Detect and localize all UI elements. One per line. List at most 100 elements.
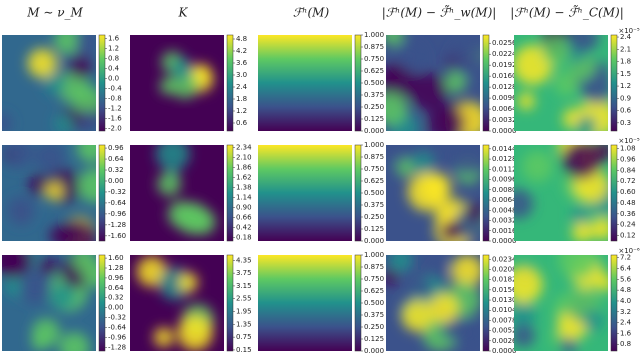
colorbar-tick-label: -0.64 (108, 199, 127, 207)
heatmap (258, 145, 352, 241)
blob (386, 268, 399, 286)
colorbar-tick-label: 0.0208 (492, 265, 517, 273)
colorbar-tick-label: 0.0160 (492, 72, 517, 80)
colorbar-tick-label: 1.6 (620, 329, 632, 337)
colorbar-tick-label: 0.66 (236, 214, 252, 222)
colorbar-tick-label: 2.10 (236, 154, 252, 162)
colorbar-tick-label: 1.35 (236, 320, 252, 328)
blob (45, 182, 64, 201)
blob (167, 200, 195, 228)
colorbar-tick-label: 3.0 (236, 71, 247, 79)
colorbar-tick-label: 0.75 (236, 333, 252, 341)
colorbar-tick-label: 0.84 (620, 166, 636, 174)
colorbar-tick-label: 0.125 (364, 115, 384, 123)
colorbar (482, 254, 490, 352)
colorbar (610, 144, 618, 242)
colorbar-tick-label: 0.875 (364, 43, 384, 51)
blob (171, 57, 193, 80)
blob (177, 315, 213, 351)
colorbar-tick-label: 1.5 (620, 70, 631, 78)
colorbar-tick-label: -2.0 (108, 125, 122, 133)
blob (558, 255, 598, 280)
colorbar-exponent: ×10⁻⁶ (618, 247, 639, 255)
colorbar-tick-label: 0.15 (236, 346, 252, 354)
colorbar-tick-label: -0.4 (108, 85, 122, 93)
colorbar-tick-label: 4.2 (236, 47, 247, 55)
blob (581, 73, 608, 105)
colorbar-tick-label: 0.96 (620, 155, 636, 163)
colorbar (98, 144, 106, 242)
colorbar-tick-label: 0.375 (364, 311, 384, 319)
heatmap (514, 145, 608, 241)
colorbar-tick-label: 0.000 (364, 347, 384, 355)
field (258, 145, 352, 241)
blob (386, 149, 395, 166)
colorbar-tick-label: 7.2 (620, 254, 631, 262)
blob (560, 337, 578, 351)
blob (570, 206, 590, 225)
heatmap (2, 145, 96, 241)
colorbar (226, 144, 234, 242)
blob (522, 150, 554, 182)
blob (450, 38, 480, 77)
field-blobs (2, 35, 96, 131)
colorbar-tick-label: 2.34 (236, 144, 252, 152)
colorbar-tick-label: 0.250 (364, 103, 384, 111)
blob (82, 261, 96, 288)
colorbar-tick-label: 1.2 (236, 107, 247, 115)
colorbar-tick-label: 1.8 (236, 95, 247, 103)
blob (570, 35, 600, 52)
colorbar-tick-label: 0.375 (364, 91, 384, 99)
colorbar-exponent: ×10⁻⁵ (618, 137, 639, 145)
blob (34, 145, 66, 172)
heatmap (514, 35, 608, 131)
colorbar-tick-label: 0.36 (620, 210, 636, 218)
colorbar (610, 34, 618, 132)
blob (440, 220, 462, 241)
colorbar-tick-label: 1.95 (236, 308, 252, 316)
blob (430, 261, 450, 280)
column-title: K (178, 6, 189, 20)
colorbar-tick-label: 0.00 (108, 304, 124, 312)
colorbar-tick-label: 0.60 (620, 188, 636, 196)
blob (427, 104, 465, 131)
colorbar-tick-label: 0.0156 (492, 286, 517, 294)
colorbar-tick-label: 0.0064 (492, 105, 517, 113)
colorbar (226, 34, 234, 132)
colorbar-tick-label: 1.60 (108, 254, 124, 262)
colorbar-tick-label: 0.64 (108, 155, 124, 163)
blob (386, 35, 404, 46)
field (258, 255, 352, 351)
colorbar-tick-label: -1.28 (108, 343, 126, 351)
colorbar-tick-label: 1.2 (620, 82, 631, 90)
colorbar-tick-label: 4.35 (236, 256, 252, 264)
blob (465, 202, 480, 222)
blob (517, 92, 535, 110)
colorbar-tick-label: -1.6 (108, 115, 122, 123)
colorbar-tick-label: 0.32 (108, 166, 124, 174)
field-blobs (386, 255, 480, 351)
blob (441, 318, 464, 341)
blob (444, 71, 467, 93)
colorbar-tick-label: -0.96 (108, 210, 127, 218)
colorbar-tick-label: 1.28 (108, 264, 124, 272)
blob (514, 324, 535, 348)
blob (31, 334, 48, 351)
blob (28, 174, 51, 196)
colorbar (226, 254, 234, 352)
colorbar-tick-label: -0.64 (108, 323, 127, 331)
heatmap (2, 255, 96, 351)
heatmap (514, 255, 608, 351)
colorbar-tick-label: 0.125 (364, 225, 384, 233)
colorbar-tick-label: 6.4 (620, 265, 632, 273)
colorbar-tick-label: 0.32 (108, 294, 124, 302)
blob (562, 145, 602, 180)
colorbar-tick-label: 0.0078 (492, 316, 517, 324)
blob (54, 113, 75, 131)
colorbar-tick-label: 1.08 (620, 145, 636, 153)
colorbar (354, 34, 362, 132)
colorbar-tick-label: 0.96 (108, 144, 124, 152)
blob (592, 145, 608, 162)
blob (413, 278, 433, 298)
colorbar-tick-label: 1.000 (364, 141, 384, 149)
